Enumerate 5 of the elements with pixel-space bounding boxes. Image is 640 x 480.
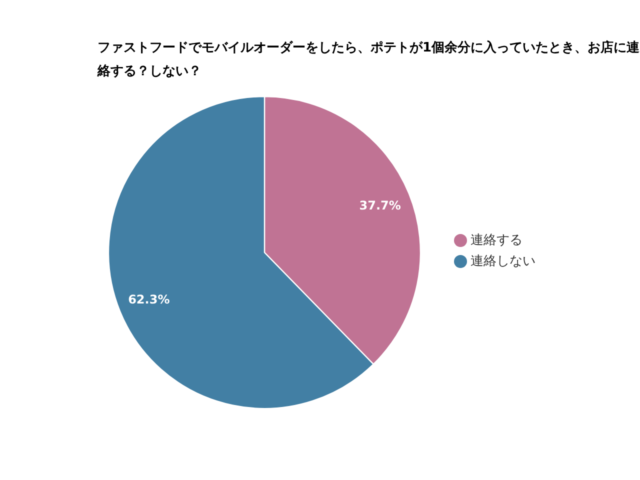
data-label: 37.7%	[359, 198, 401, 212]
data-label: 62.3%	[128, 292, 170, 307]
legend-label: 連絡しない	[470, 254, 536, 269]
chart-title: ファストフードでモバイルオーダーをしたら、ポテトが1個余分に入っていたとき、お店に連絡する？しない？	[96, 40, 640, 79]
legend-label: 連絡する	[470, 233, 522, 248]
